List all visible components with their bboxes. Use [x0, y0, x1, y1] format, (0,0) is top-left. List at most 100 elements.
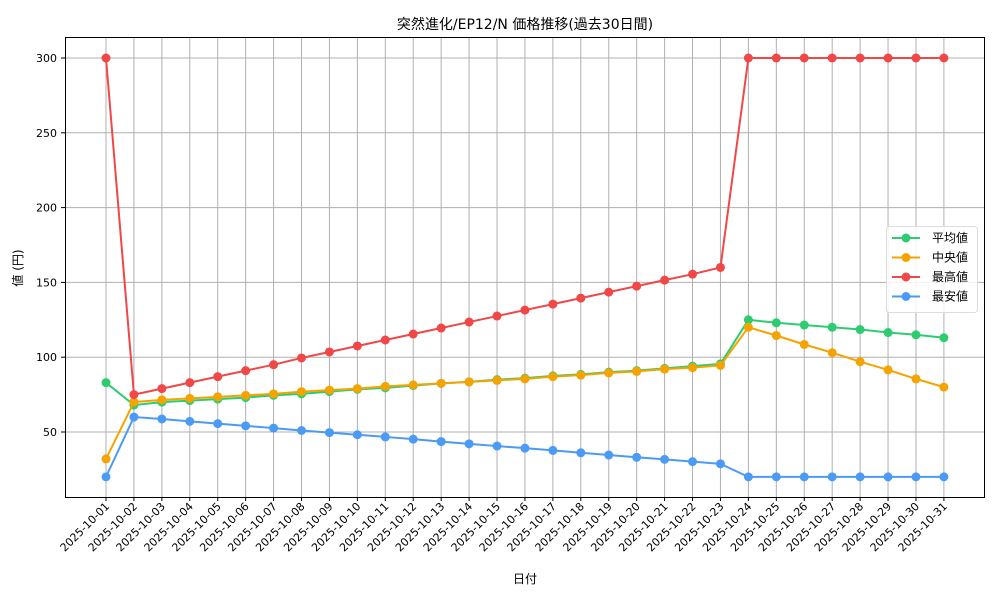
data-point	[408, 434, 418, 444]
data-point	[855, 472, 865, 482]
series-1	[101, 322, 949, 464]
data-point	[269, 360, 279, 370]
legend-marker	[901, 272, 911, 282]
data-point	[129, 390, 139, 400]
data-point	[911, 330, 921, 340]
data-point	[213, 419, 223, 429]
legend-label: 平均値	[932, 230, 968, 245]
data-point	[157, 414, 167, 424]
data-point	[436, 378, 446, 388]
data-point	[492, 441, 502, 451]
data-point	[436, 437, 446, 447]
data-point	[911, 374, 921, 384]
data-point	[939, 333, 949, 343]
data-point	[576, 293, 586, 303]
chart-title: 突然進化/EP12/N 価格推移(過去30日間)	[397, 16, 653, 33]
legend-marker	[901, 233, 911, 243]
data-point	[660, 454, 670, 464]
data-point	[771, 318, 781, 328]
data-point	[129, 412, 139, 422]
data-point	[855, 53, 865, 63]
legend-marker	[901, 292, 911, 301]
data-point	[743, 53, 753, 63]
y-tick-label: 200	[36, 202, 57, 215]
data-point	[157, 395, 167, 405]
data-point	[408, 329, 418, 339]
data-point	[101, 53, 111, 63]
y-tick-label: 100	[36, 351, 57, 364]
data-point	[688, 457, 698, 467]
data-point	[688, 363, 698, 373]
grid	[66, 38, 984, 497]
y-tick-label: 250	[36, 127, 57, 140]
data-point	[380, 432, 390, 442]
y-tick-label: 300	[36, 52, 57, 65]
legend-marker	[901, 253, 911, 262]
data-point	[799, 472, 809, 482]
data-point	[185, 393, 195, 403]
data-point	[380, 381, 390, 391]
data-point	[241, 390, 251, 400]
data-point	[129, 397, 139, 407]
data-point	[911, 472, 921, 482]
data-point	[660, 364, 670, 374]
data-point	[883, 472, 893, 482]
data-point	[576, 448, 586, 458]
data-point	[576, 370, 586, 380]
series-3	[101, 412, 949, 482]
data-point	[632, 281, 642, 291]
legend-label: 中央値	[932, 250, 968, 265]
y-axis-ticks: 50 100 150 200 250 300	[36, 52, 65, 439]
data-point	[688, 269, 698, 279]
data-point	[548, 445, 558, 455]
data-point	[492, 375, 502, 385]
data-point	[352, 341, 362, 351]
data-point	[520, 443, 530, 453]
data-point	[101, 472, 111, 482]
data-point	[352, 430, 362, 440]
data-point	[827, 348, 837, 358]
data-point	[743, 315, 753, 325]
data-point	[492, 311, 502, 321]
y-tick-label: 150	[36, 276, 57, 289]
data-point	[464, 317, 474, 327]
data-point	[632, 452, 642, 462]
data-point	[604, 368, 614, 378]
data-point	[855, 325, 865, 335]
data-point	[241, 366, 251, 376]
data-point	[855, 357, 865, 367]
data-point	[743, 322, 753, 332]
data-point	[799, 53, 809, 63]
data-point	[827, 472, 837, 482]
data-point	[604, 287, 614, 297]
data-point	[771, 331, 781, 341]
x-axis-ticks: 2025-10-012025-10-022025-10-032025-10-04…	[58, 497, 950, 554]
data-point	[799, 339, 809, 349]
data-point	[101, 378, 111, 388]
data-point	[297, 353, 307, 363]
data-point	[464, 377, 474, 387]
data-point	[269, 423, 279, 433]
legend-label: 最安値	[932, 289, 968, 304]
y-tick-label: 50	[43, 426, 57, 439]
data-point	[827, 53, 837, 63]
data-point	[660, 275, 670, 285]
data-point	[771, 472, 781, 482]
data-point	[939, 53, 949, 63]
legend-box	[886, 226, 978, 313]
data-point	[241, 421, 251, 431]
data-point	[715, 262, 725, 272]
data-point	[213, 372, 223, 382]
data-point	[157, 384, 167, 394]
x-axis-label: 日付	[513, 572, 537, 586]
data-point	[883, 328, 893, 338]
data-point	[185, 416, 195, 426]
data-point	[185, 378, 195, 388]
data-point	[101, 454, 111, 464]
data-point	[352, 384, 362, 394]
series-lines	[101, 53, 949, 482]
data-point	[436, 323, 446, 333]
data-point	[380, 335, 390, 345]
data-point	[269, 389, 279, 399]
